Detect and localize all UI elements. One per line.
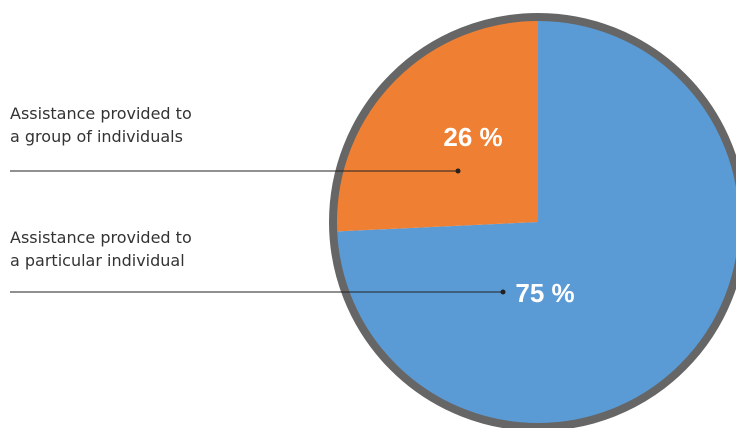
pie-border: [329, 13, 736, 428]
leader-dot: [455, 168, 461, 174]
legend-label-line: Assistance provided to: [10, 104, 192, 123]
pie-slice: [335, 19, 736, 425]
leader-dot: [500, 289, 506, 295]
data-label: 75 %: [515, 278, 574, 308]
legend-label-line: a particular individual: [10, 251, 185, 270]
legend-label: Assistance provided to a group of individ…: [10, 104, 192, 146]
legend-label: Assistance provided to a particular indiv…: [10, 228, 192, 270]
legend-label-line: a group of individuals: [10, 127, 183, 146]
pie-slice: [335, 19, 538, 232]
data-label: 26 %: [443, 122, 502, 152]
legend-label-line: Assistance provided to: [10, 228, 192, 247]
